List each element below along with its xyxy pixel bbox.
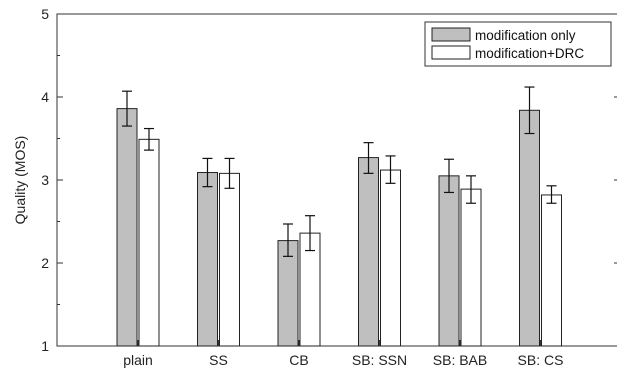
legend-swatch [431, 45, 471, 60]
y-tick-label: 5 [41, 6, 49, 22]
error-bars [122, 86, 557, 257]
x-tick-label: plain [123, 352, 153, 368]
bar-modification-only [358, 157, 379, 347]
legend-swatch [431, 27, 471, 42]
bar-modification-drc [380, 169, 401, 347]
bar-modification-drc [541, 194, 562, 347]
y-tick-label: 3 [41, 172, 49, 188]
bar-modification-drc [138, 138, 160, 347]
legend-label: modification only [475, 28, 576, 43]
bar-modification-only [197, 172, 218, 347]
x-tick-label: SB: SSN [352, 352, 407, 368]
y-axis-label: Quality (MOS) [12, 136, 28, 225]
bar-modification-drc [219, 172, 240, 347]
y-axis: 1 2 3 4 5 [41, 6, 617, 354]
y-tick-label: 4 [41, 89, 49, 105]
x-tick-label: SB: CS [518, 352, 564, 368]
y-tick-label: 1 [41, 338, 49, 354]
bar-modification-only [116, 108, 138, 347]
x-tick-label: CB [289, 352, 308, 368]
bar-modification-only [438, 175, 460, 347]
y-tick-label: 2 [41, 255, 49, 271]
x-tick-label: SS [209, 352, 228, 368]
bar-modification-drc [460, 188, 482, 347]
legend: modification only modification+DRC [424, 21, 612, 67]
bar-modification-only [519, 109, 540, 347]
x-axis: plain SS CB SB: SSN SB: BAB SB: CS [123, 340, 563, 368]
x-tick-label: SB: BAB [433, 352, 487, 368]
legend-label: modification+DRC [475, 46, 584, 61]
